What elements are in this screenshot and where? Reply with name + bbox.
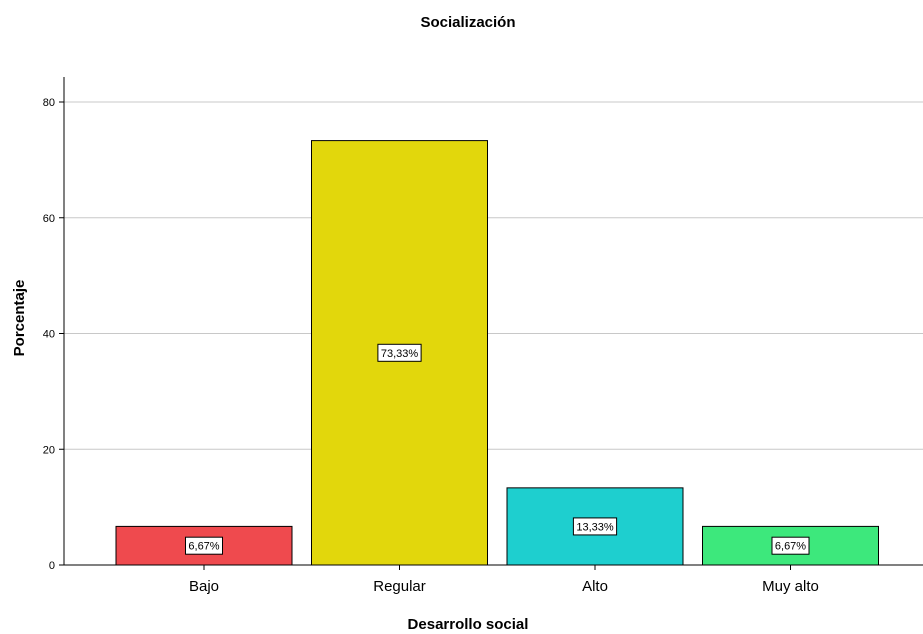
y-axis-label: Porcentaje — [11, 280, 28, 357]
data-label-box — [771, 536, 810, 555]
data-label-box — [572, 517, 618, 536]
x-tick-label: Alto — [582, 578, 608, 595]
data-label-box — [185, 536, 223, 555]
data-label: 13,33% — [576, 521, 614, 533]
data-label: 6,67% — [775, 541, 806, 553]
y-axis-ticks: 0 20 40 60 80 — [43, 97, 64, 572]
y-tick-label: 60 — [43, 213, 55, 225]
y-tick-label: 20 — [43, 444, 55, 456]
y-tick-label: 80 — [43, 97, 55, 109]
data-labels: 6,67% 73,33% 13,33% 6,67% — [185, 343, 810, 555]
data-label: 6,67% — [188, 541, 219, 553]
category-labels: Bajo Regular Alto Muy alto — [189, 565, 819, 595]
data-label: 73,33% — [381, 348, 419, 360]
x-tick-label: Bajo — [189, 578, 219, 595]
x-tick-label: Regular — [373, 578, 426, 595]
gridlines — [64, 101, 923, 450]
bar-bajo — [115, 525, 293, 566]
y-tick-label: 40 — [43, 329, 55, 341]
data-label-box — [377, 343, 422, 362]
x-axis-label: Desarrollo social — [408, 616, 529, 633]
bars — [115, 140, 879, 566]
x-tick-label: Muy alto — [762, 578, 819, 595]
y-tick-label: 0 — [49, 560, 55, 572]
chart-title: Socialización — [420, 14, 515, 31]
